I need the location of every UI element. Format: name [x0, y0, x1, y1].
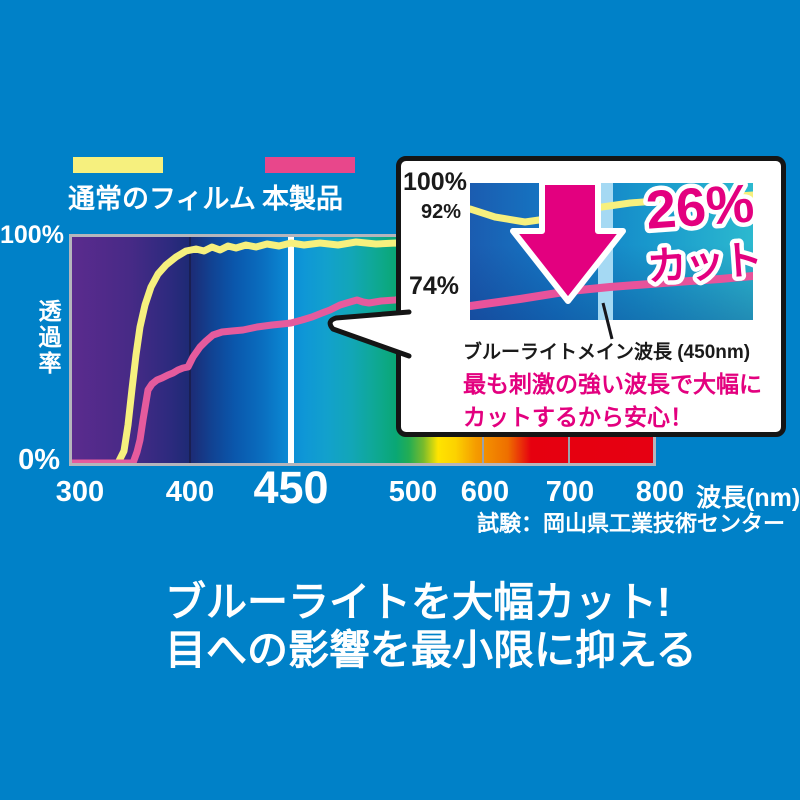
x-tick-300: 300 — [55, 476, 105, 508]
cut-down-arrow-icon — [510, 179, 626, 304]
x-tick-400: 400 — [165, 476, 215, 508]
callout-message-line2: カットするから安心！ — [463, 404, 693, 430]
legend-label-product: 本製品 — [262, 184, 343, 214]
x-axis-unit: 波長(nm) — [696, 484, 800, 512]
headline-line2: 目への影響を最小限に抑える — [165, 627, 697, 673]
headline-line1: ブルーライトを大幅カット! — [165, 579, 671, 625]
legend-swatch-normal-film — [73, 157, 163, 173]
x-tick-500: 500 — [388, 476, 438, 508]
highlight-line-450nm — [288, 237, 294, 463]
callout-box: 100% 92% 74% 26% カット ブルーライトメイン波長 (450nm)… — [396, 156, 786, 437]
callout-74pct-label: 74% — [409, 272, 460, 300]
callout-message-line1: 最も刺激の強い波長で大幅に — [463, 371, 762, 397]
wavelength-pointer-line — [601, 302, 614, 340]
headline: ブルーライトを大幅カット! 目への影響を最小限に抑える — [165, 578, 697, 674]
gridline-400nm — [189, 237, 191, 463]
x-tick-700: 700 — [545, 476, 595, 508]
x-tick-800: 800 — [635, 476, 685, 508]
callout-92pct-label: 92% — [421, 201, 462, 223]
y-axis-min-label: 0% — [18, 444, 60, 476]
legend-swatch-product — [265, 157, 355, 173]
transmittance-curves — [72, 238, 653, 463]
y-axis-max-label: 100% — [0, 221, 64, 249]
test-source-note: 試験：岡山県工業技術センター — [476, 511, 785, 536]
x-tick-450: 450 — [253, 462, 329, 513]
callout-100pct-label: 100% — [403, 168, 467, 196]
wavelength-label: ブルーライトメイン波長 (450nm) — [463, 342, 751, 363]
callout-tail — [327, 309, 412, 359]
curve-normal-film — [72, 238, 653, 463]
curve-product — [72, 280, 653, 463]
zoom-curve-product — [470, 272, 753, 310]
y-axis-title: 透過率 — [35, 299, 61, 377]
cut-value-text: 26% — [644, 173, 756, 240]
cut-percentage-badge: 26% カット — [639, 169, 766, 294]
cut-word-text: カット — [646, 238, 763, 290]
x-tick-600: 600 — [460, 476, 510, 508]
legend-label-normal-film: 通常のフィルム — [68, 184, 256, 214]
